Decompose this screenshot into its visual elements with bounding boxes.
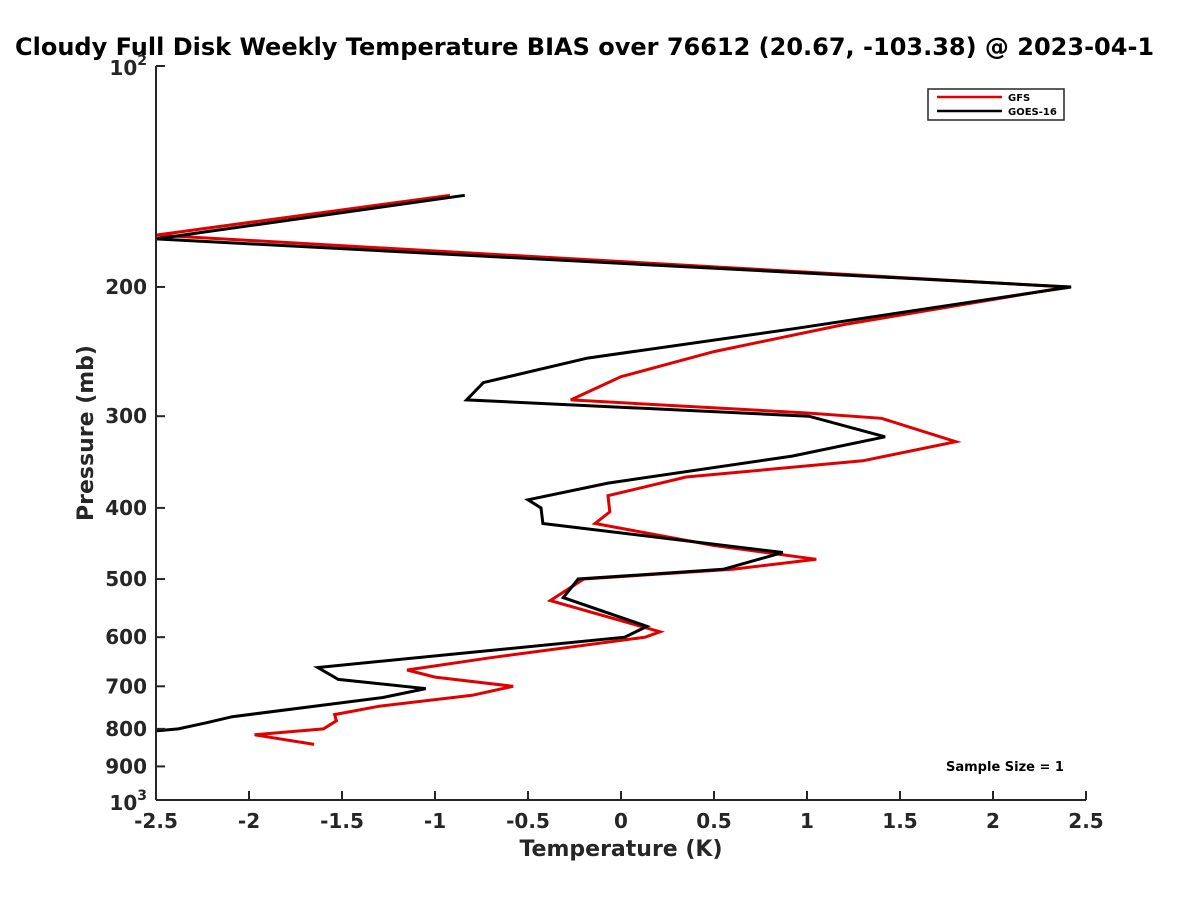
y-tick-label: 500	[105, 567, 147, 591]
series-line-goes-16	[155, 193, 1072, 733]
x-tick-label: 2	[986, 809, 1000, 833]
x-tick-label: -1	[424, 809, 446, 833]
y-axis-label: Pressure (mb)	[74, 345, 99, 521]
plot-lines	[155, 193, 1072, 746]
y-ticks: 200 300 400 500 600 700 800 900	[105, 65, 165, 801]
x-tick-label: 2.5	[1068, 809, 1103, 833]
y-tick-label: 700	[105, 674, 147, 698]
legend-label-goes16: GOES-16	[1008, 107, 1057, 118]
x-tick-label: 0.5	[696, 809, 731, 833]
x-tick-label: 1.5	[882, 809, 917, 833]
y-bottom-tick-exp: 3	[137, 788, 147, 804]
series-line-gfs	[155, 193, 1068, 746]
chart-title: Cloudy Full Disk Weekly Temperature BIAS…	[15, 33, 1154, 61]
y-tick-label: 300	[105, 404, 147, 428]
x-tick-label: -2.5	[134, 809, 178, 833]
y-tick-label: 900	[105, 754, 147, 778]
y-top-tick-exp: 2	[137, 53, 147, 69]
y-tick-label: 400	[105, 496, 147, 520]
y-bottom-tick-label: 103	[109, 788, 147, 815]
sample-size-annotation: Sample Size = 1	[946, 760, 1064, 775]
y-top-tick-base: 10	[109, 56, 137, 80]
y-tick-label: 200	[105, 275, 147, 299]
legend: GFS GOES-16	[927, 88, 1065, 121]
legend-box	[927, 88, 1065, 121]
legend-label-gfs: GFS	[1008, 93, 1030, 104]
x-ticks: -2.5 -2 -1.5 -1 -0.5 0 0.5 1 1.5 2 2.5	[134, 791, 1104, 833]
y-tick-label: 800	[105, 717, 147, 741]
y-top-tick-label: 102	[109, 53, 147, 80]
x-tick-label: 1	[800, 809, 814, 833]
y-bottom-tick-base: 10	[109, 791, 137, 815]
x-tick-label: -1.5	[320, 809, 364, 833]
y-tick-label: 600	[105, 625, 147, 649]
x-axis-label: Temperature (K)	[519, 837, 722, 862]
x-tick-label: -0.5	[506, 809, 550, 833]
x-tick-label: 0	[614, 809, 628, 833]
x-tick-label: -2	[238, 809, 260, 833]
